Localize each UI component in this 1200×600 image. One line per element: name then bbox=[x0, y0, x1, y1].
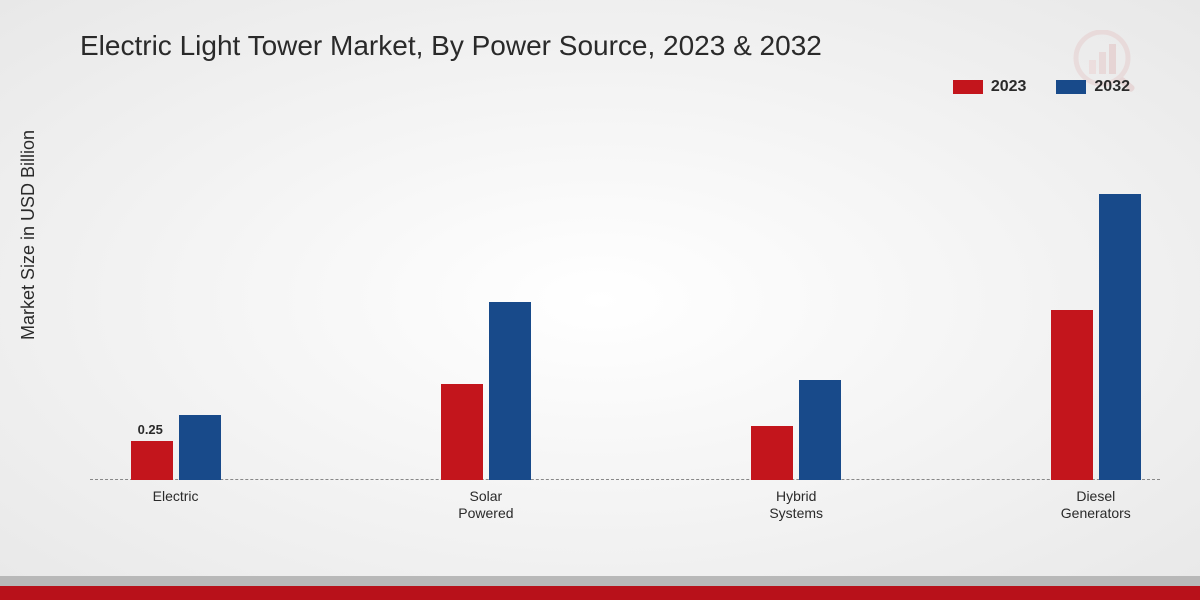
legend-label-2023: 2023 bbox=[991, 78, 1027, 96]
legend-item-2023: 2023 bbox=[953, 78, 1027, 96]
x-axis-category-label: HybridSystems bbox=[769, 488, 823, 522]
x-axis-labels: Electric SolarPowered HybridSystems DieselG… bbox=[90, 488, 1160, 528]
chart-title: Electric Light Tower Market, By Power So… bbox=[80, 30, 822, 62]
bar bbox=[179, 415, 221, 480]
x-axis-category-label: Electric bbox=[153, 488, 199, 505]
legend: 2023 2032 bbox=[953, 78, 1130, 96]
legend-item-2032: 2032 bbox=[1056, 78, 1130, 96]
plot-area: 0.25 bbox=[90, 140, 1160, 480]
y-axis-label: Market Size in USD Billion bbox=[18, 130, 39, 340]
x-axis-baseline bbox=[90, 479, 1160, 480]
x-axis-category-label: SolarPowered bbox=[458, 488, 513, 522]
bar-group bbox=[441, 302, 531, 480]
footer-red-bar bbox=[0, 586, 1200, 600]
bar-group bbox=[751, 380, 841, 480]
legend-swatch-2023 bbox=[953, 80, 983, 94]
legend-label-2032: 2032 bbox=[1094, 78, 1130, 96]
footer-grey-bar bbox=[0, 576, 1200, 586]
bar bbox=[489, 302, 531, 480]
bar bbox=[1051, 310, 1093, 480]
bar-group bbox=[1051, 194, 1141, 480]
bar bbox=[441, 384, 483, 480]
x-axis-category-label: DieselGenerators bbox=[1061, 488, 1131, 522]
bar bbox=[1099, 194, 1141, 480]
bar bbox=[799, 380, 841, 480]
bar bbox=[131, 441, 173, 480]
legend-swatch-2032 bbox=[1056, 80, 1086, 94]
bar-value-label: 0.25 bbox=[138, 422, 163, 437]
bar bbox=[751, 426, 793, 480]
